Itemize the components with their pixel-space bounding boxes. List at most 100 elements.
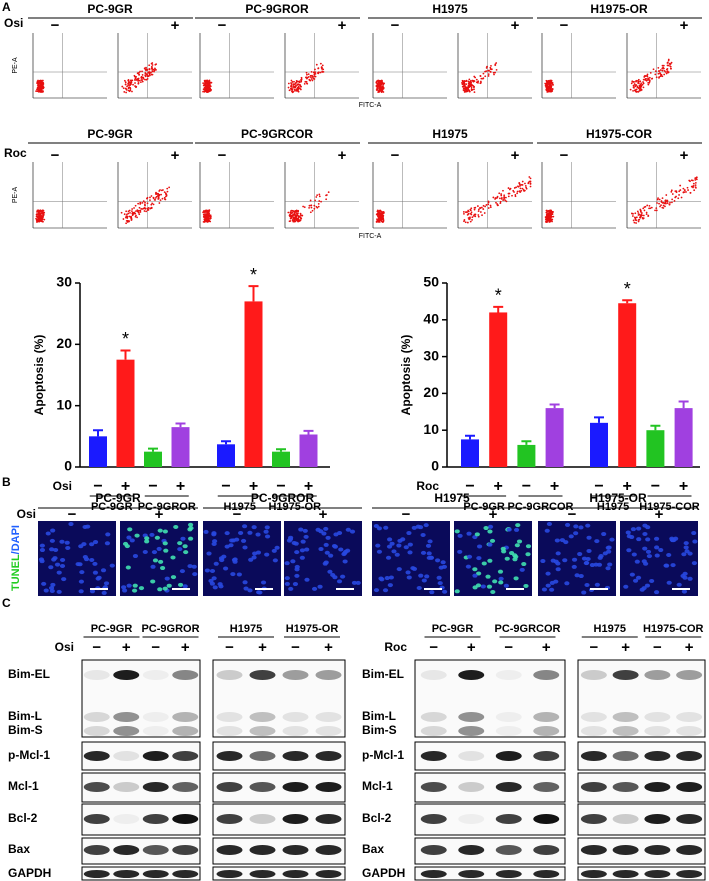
- band: [83, 726, 110, 736]
- nucleus: [687, 576, 693, 581]
- event: [462, 80, 465, 83]
- nucleus: [206, 551, 212, 556]
- event: [680, 196, 683, 199]
- sign: −: [148, 478, 157, 495]
- event: [291, 81, 294, 83]
- nucleus: [203, 529, 209, 534]
- nucleus: [187, 522, 194, 527]
- event: [546, 210, 549, 213]
- event: [312, 77, 315, 80]
- nucleus: [666, 553, 672, 558]
- nucleus: [629, 572, 635, 577]
- event: [666, 68, 669, 70]
- event: [310, 206, 313, 209]
- event: [291, 91, 294, 94]
- nucleus: [78, 544, 84, 549]
- event: [682, 187, 685, 190]
- event: [639, 80, 642, 83]
- event: [662, 204, 665, 207]
- nucleus: [426, 551, 432, 556]
- nucleus: [284, 581, 290, 586]
- event: [659, 72, 661, 74]
- event: [158, 202, 161, 204]
- nucleus: [182, 584, 188, 589]
- nucleus: [77, 562, 83, 567]
- event: [318, 195, 321, 198]
- nucleus: [634, 559, 640, 564]
- event: [682, 191, 685, 194]
- nucleus: [589, 563, 595, 568]
- event: [468, 78, 471, 81]
- event: [295, 88, 298, 91]
- event: [470, 86, 473, 89]
- event: [297, 218, 300, 221]
- nucleus: [211, 531, 217, 536]
- event: [665, 194, 668, 196]
- nucleus: [211, 541, 217, 546]
- event: [481, 214, 483, 217]
- event: [157, 196, 160, 199]
- event: [145, 78, 148, 81]
- event: [203, 220, 206, 223]
- nucleus: [327, 569, 333, 574]
- nucleus: [170, 575, 177, 580]
- error-bar: [493, 305, 504, 313]
- nucleus: [383, 525, 389, 530]
- nucleus: [562, 558, 568, 563]
- nucleus: [423, 523, 429, 528]
- event: [637, 78, 640, 81]
- axis-label: FITC-A: [359, 102, 382, 109]
- nucleus: [68, 522, 74, 527]
- nucleus: [411, 525, 417, 530]
- nucleus: [480, 584, 486, 589]
- nucleus: [545, 571, 551, 576]
- band: [315, 782, 342, 792]
- nucleus: [581, 556, 588, 561]
- event: [125, 210, 128, 213]
- event: [477, 214, 480, 216]
- band: [458, 870, 485, 878]
- event: [381, 216, 384, 219]
- event: [376, 212, 379, 214]
- band-label: Bax: [8, 842, 30, 856]
- nucleus: [255, 550, 262, 555]
- nucleus: [89, 542, 95, 547]
- nucleus: [549, 587, 555, 592]
- event: [514, 194, 517, 196]
- event: [305, 80, 308, 83]
- event: [37, 212, 40, 214]
- event: [148, 68, 151, 71]
- bar: [618, 303, 637, 467]
- event: [297, 90, 300, 93]
- event: [646, 204, 649, 207]
- event: [648, 207, 650, 210]
- band: [249, 870, 276, 878]
- event: [519, 187, 522, 190]
- event: [630, 82, 633, 85]
- band: [644, 845, 671, 855]
- event: [309, 74, 312, 77]
- band: [172, 726, 199, 736]
- band: [113, 670, 140, 680]
- nucleus: [179, 569, 186, 574]
- event: [148, 71, 151, 73]
- stain-label: TUNEL/DAPI: [10, 525, 22, 591]
- nucleus: [134, 533, 140, 538]
- band: [113, 870, 140, 878]
- nucleus: [400, 537, 406, 542]
- event: [40, 210, 43, 213]
- event: [511, 194, 513, 197]
- band: [533, 726, 560, 736]
- event: [646, 73, 649, 76]
- event: [145, 68, 148, 71]
- event: [207, 209, 210, 212]
- event: [203, 210, 205, 213]
- nucleus: [581, 590, 587, 595]
- event: [666, 64, 669, 67]
- nucleus: [646, 554, 653, 559]
- significance: *: [122, 329, 129, 349]
- event: [150, 195, 153, 197]
- event: [529, 185, 532, 188]
- nucleus: [483, 526, 489, 531]
- band: [533, 712, 560, 722]
